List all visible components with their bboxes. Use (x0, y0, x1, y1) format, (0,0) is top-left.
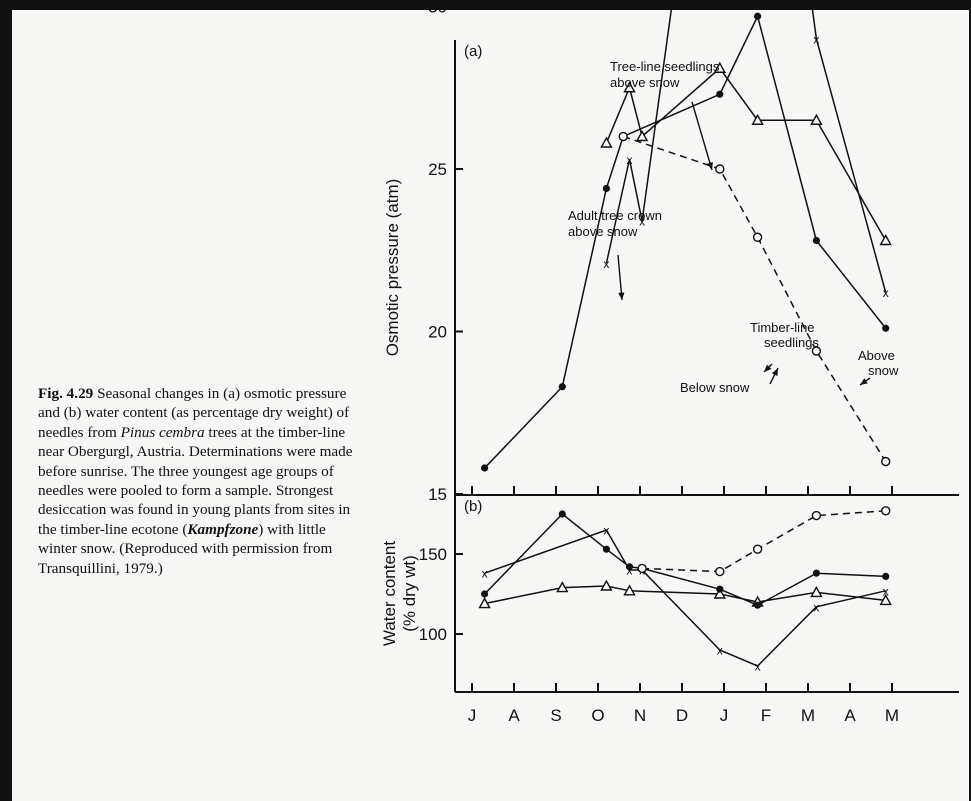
x-tick-label: A (508, 706, 520, 725)
series-line-timber-line-seedlings-below-snow (642, 510, 886, 573)
data-point (810, 113, 823, 125)
data-point (625, 563, 634, 571)
x-tick-label: N (634, 706, 646, 725)
data-point (478, 597, 491, 609)
data-point: x (627, 564, 633, 578)
data-point (810, 585, 823, 598)
y-tick-label: 25 (428, 160, 447, 179)
figure-page: Fig. 4.29 Seasonal changes in (a) osmoti… (12, 10, 969, 801)
seasonal-chart: (a)152025303540Osmotic pressure (atm)xxx… (380, 10, 959, 725)
x-tick-label: M (801, 706, 815, 725)
figure-label: Fig. 4.29 (38, 385, 94, 402)
data-point (881, 456, 891, 467)
series-line-timber-line-seedlings-below-snow (622, 135, 887, 462)
data-point (481, 464, 489, 472)
data-point (812, 236, 821, 245)
data-point (713, 61, 726, 73)
annotation-tree-line: Tree-line seedlings above snow (610, 59, 720, 90)
series-line-adult-tree-crown-above-snow (484, 585, 886, 605)
annotation-above-snow: Above snow (858, 348, 899, 378)
data-point: x (883, 584, 889, 598)
data-point (812, 569, 821, 577)
arrow-tree-line (691, 101, 713, 171)
arrow-adult-crown (617, 254, 623, 301)
arrow-above-snow-head (860, 378, 868, 385)
y-axis-label: Water content(% dry wt) (380, 541, 419, 646)
data-point (623, 81, 636, 93)
data-point (811, 346, 822, 356)
x-tick-label: S (550, 706, 561, 725)
data-point (600, 136, 613, 148)
data-point: x (603, 524, 609, 538)
y-tick-label: 20 (428, 323, 447, 342)
annotation-below-snow: Below snow (680, 380, 750, 395)
x-tick-label: J (468, 706, 477, 725)
data-point (754, 12, 762, 20)
annotation-timber-line: Timber-line seedlings (750, 320, 819, 350)
data-point: x (755, 660, 761, 674)
series-line-tree-line-seedlings-above-snow (484, 529, 886, 667)
data-point (600, 579, 613, 591)
data-point (618, 131, 628, 142)
data-point (752, 544, 763, 554)
data-point (602, 545, 611, 553)
data-point (811, 510, 822, 521)
data-point (882, 324, 890, 332)
x-tick-label: O (591, 706, 604, 725)
data-point (879, 593, 892, 606)
caption-zone: Kampfzone (187, 520, 259, 538)
caption-text-2: trees at the timber-line near Obergurgl,… (38, 423, 353, 538)
data-point: x (627, 153, 633, 167)
annotation-adult-crown: Adult tree crown above snow (568, 208, 662, 239)
series-line-tree-line-seedlings-above-snow (605, 10, 887, 293)
data-point (715, 164, 725, 174)
data-point: x (603, 257, 609, 271)
x-tick-label: A (844, 706, 856, 725)
data-point: x (813, 600, 819, 614)
data-point (754, 601, 762, 609)
arrow-tree-line-head (706, 162, 713, 170)
data-point (713, 587, 726, 599)
x-tick-label: J (720, 706, 729, 725)
data-point (623, 584, 636, 596)
data-point: x (717, 644, 723, 658)
data-point: x (482, 567, 488, 581)
data-point (879, 234, 892, 246)
data-point (881, 506, 891, 516)
x-tick-label: F (761, 706, 771, 725)
y-tick-label: 30 (428, 10, 447, 17)
data-point (556, 581, 569, 593)
y-axis-label: Osmotic pressure (atm) (383, 179, 402, 357)
data-point (558, 383, 566, 391)
data-point (481, 590, 489, 598)
data-point (715, 566, 725, 577)
data-point (635, 130, 649, 142)
data-point: x (883, 286, 889, 300)
data-point (716, 585, 724, 593)
data-point (752, 232, 763, 242)
arrow-adult-crown-head (618, 292, 625, 300)
data-point: x (639, 215, 645, 229)
y-tick-label: 15 (428, 485, 447, 504)
data-point (716, 90, 724, 98)
caption-text-1: Seasonal changes in (a) osmotic pressure… (38, 385, 350, 441)
panel-label-b: (b) (464, 498, 482, 515)
series-line-timber-line-seedlings-above-snow (484, 14, 887, 469)
x-tick-label: M (885, 706, 899, 725)
caption-species: Pinus cembra (120, 423, 205, 441)
caption-text-3: ) with little winter snow. (Reproduced w… (38, 520, 333, 577)
panel-label-a: (a) (464, 43, 482, 60)
x-tick-label: D (676, 706, 688, 725)
y-tick-label: 150 (419, 545, 447, 564)
data-point (637, 563, 647, 574)
figure-caption: Fig. 4.29 Seasonal changes in (a) osmoti… (38, 384, 356, 578)
arrow-below-snow-head (771, 368, 778, 376)
y-tick-label: 100 (419, 625, 447, 644)
data-point (751, 113, 764, 125)
arrow-timber-line-head (764, 364, 772, 372)
data-point (602, 184, 611, 193)
data-point (882, 572, 890, 581)
data-point: x (813, 33, 819, 47)
data-point (558, 510, 566, 518)
